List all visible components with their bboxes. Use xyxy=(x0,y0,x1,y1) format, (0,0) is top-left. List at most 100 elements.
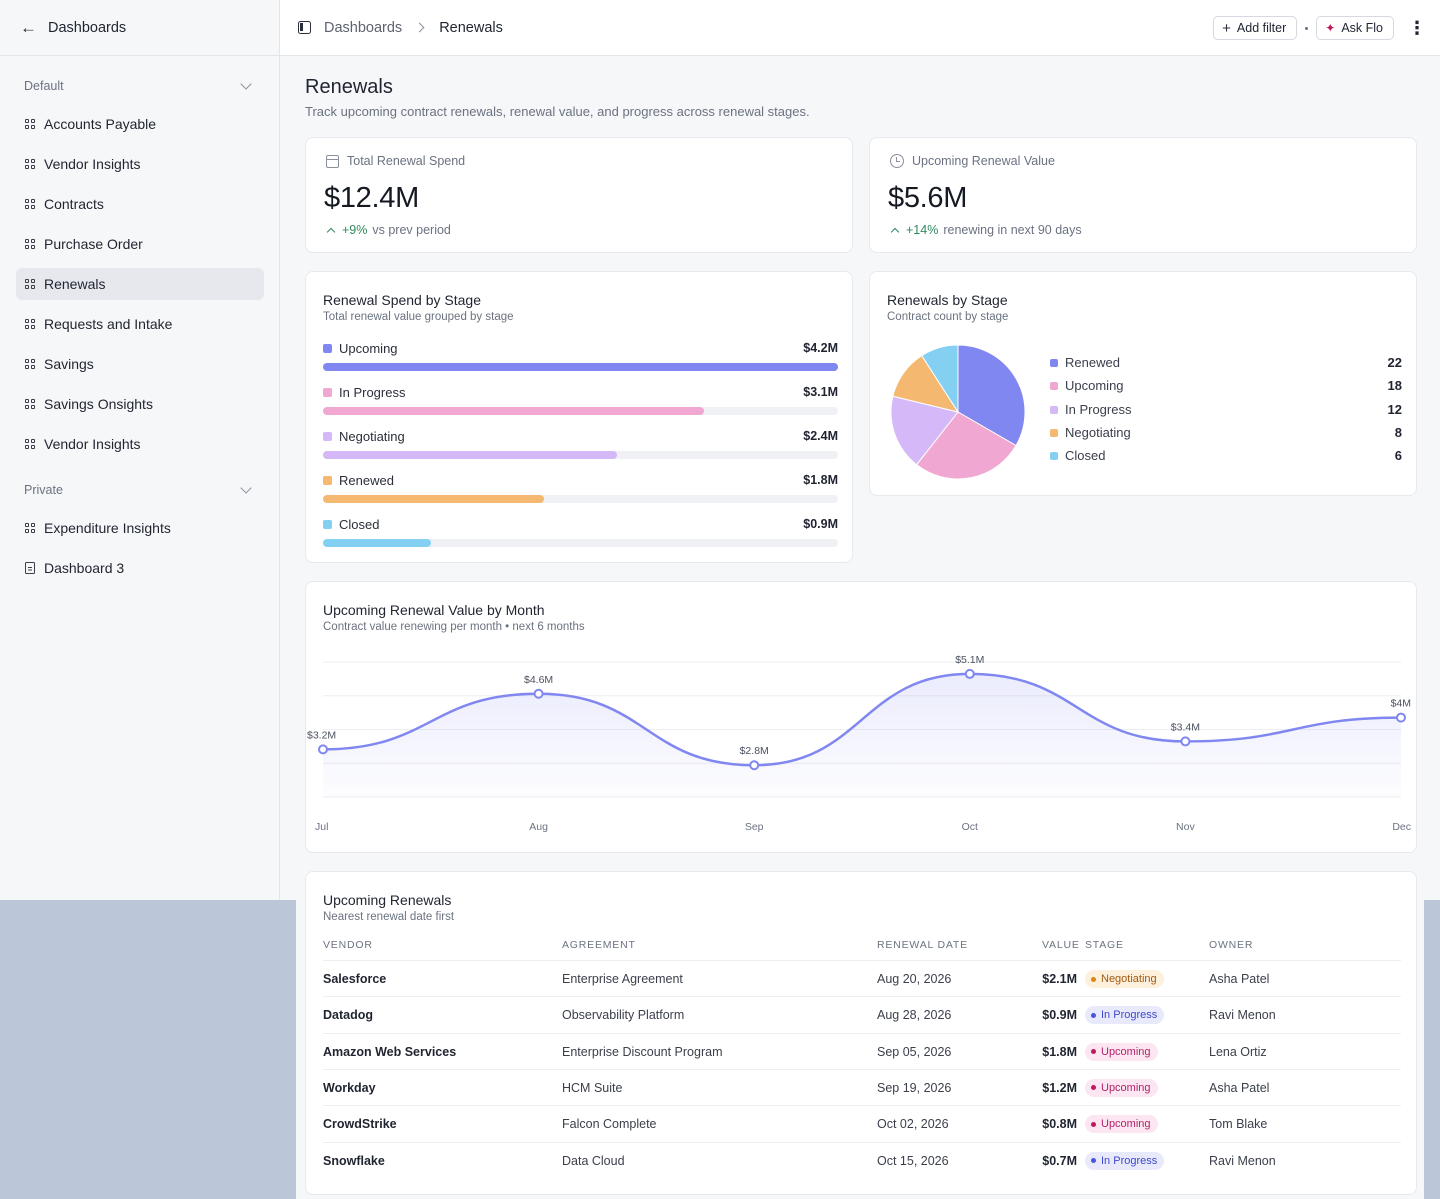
chevron-right-icon xyxy=(414,22,425,33)
kpi-label: Total Renewal Spend xyxy=(347,154,466,168)
value-cell: $2.1M xyxy=(1042,972,1077,986)
bar-row: Closed $0.9M xyxy=(323,517,838,557)
sidebar-item-savings[interactable]: Savings xyxy=(16,348,264,380)
area-chart: $3.2M Jul $4.6M Aug $2.8M Sep $5.1M Oct $3.4M Nov… xyxy=(307,654,1411,833)
stage-badge: In Progress xyxy=(1085,1151,1165,1170)
sidebar-item-contracts[interactable]: Contracts xyxy=(16,188,264,220)
sidebar-item-label: Contracts xyxy=(44,196,104,212)
data-point xyxy=(1396,712,1406,723)
table-row[interactable]: Datadog Observability Platform Aug 28, 202… xyxy=(323,996,1401,1032)
value-cell: $1.2M xyxy=(1042,1080,1077,1095)
data-point xyxy=(533,688,544,699)
value-cell: $0.8M xyxy=(1042,1117,1077,1132)
bar-value-label: $3.1M xyxy=(803,385,838,399)
breadcrumb-dashboards[interactable]: Dashboards xyxy=(324,19,403,36)
agreement-cell: Observability Platform xyxy=(562,1008,685,1023)
data-label: $3.2M xyxy=(307,729,336,741)
bar-track xyxy=(323,363,838,371)
column-header-vendor[interactable]: VENDOR xyxy=(323,939,373,951)
kpi-delta-text: renewing in next 90 days xyxy=(943,223,1082,237)
stage-label: Negotiating xyxy=(1101,973,1157,985)
chart-subtitle: Total renewal value grouped by stage xyxy=(323,311,514,323)
column-header-owner[interactable]: OWNER xyxy=(1209,939,1254,951)
column-header-value[interactable]: VALUE xyxy=(1042,939,1080,951)
table-subtitle: Nearest renewal date first xyxy=(323,911,455,923)
stage-label: Upcoming xyxy=(1101,1081,1151,1094)
add-filter-label: Add filter xyxy=(1236,21,1287,35)
top-actions: + Add filter ✦ Ask Flo ⋮ xyxy=(1213,16,1426,40)
renewal-date-cell: Sep 05, 2026 xyxy=(877,1044,952,1059)
sidebar-section-1[interactable]: Private xyxy=(0,480,280,500)
dashboard-grid-icon xyxy=(25,238,36,250)
table-row[interactable]: Salesforce Enterprise Agreement Aug 20, 20… xyxy=(323,960,1401,996)
chevron-down-icon[interactable] xyxy=(240,78,252,90)
column-header-agreement[interactable]: AGREEMENT xyxy=(562,939,636,951)
renewals-by-stage-card: Renewals by Stage Contract count by stag… xyxy=(869,271,1417,496)
kpi-delta-text: vs prev period xyxy=(372,223,451,237)
bar-label: In Progress xyxy=(339,385,406,400)
chart-subtitle: Contract count by stage xyxy=(887,311,1009,323)
sidebar-section-label: Private xyxy=(24,483,63,497)
arrow-up-icon xyxy=(326,227,336,236)
stage-label: Upcoming xyxy=(1101,1045,1151,1058)
bar xyxy=(323,539,432,547)
sidebar-item-dashboard-3[interactable]: Dashboard 3 xyxy=(16,552,264,584)
sidebar-item-purchase-order[interactable]: Purchase Order xyxy=(16,228,264,260)
sidebar-item-expenditure-insights[interactable]: Expenditure Insights xyxy=(16,512,264,544)
column-header-stage[interactable]: STAGE xyxy=(1085,939,1124,951)
value-cell: $1.8M xyxy=(1042,1044,1077,1059)
value-cell: $0.9M xyxy=(1042,1008,1077,1023)
table-row[interactable]: Workday HCM Suite Sep 19, 2026 $1.2M Upcomin… xyxy=(323,1068,1401,1105)
bar-row: Upcoming $4.2M xyxy=(323,341,838,381)
legend-value: 22 xyxy=(1387,355,1402,370)
data-point xyxy=(964,668,975,679)
back-arrow-icon[interactable]: ← xyxy=(20,17,37,37)
owner-cell: Tom Blake xyxy=(1209,1117,1268,1132)
toggle-sidebar-icon[interactable] xyxy=(298,21,311,34)
sidebar-item-vendor-insights[interactable]: Vendor Insights xyxy=(16,148,264,180)
sidebar-item-label: Requests and Intake xyxy=(44,316,173,332)
legend-swatch xyxy=(1050,405,1058,414)
table-row[interactable]: CrowdStrike Falcon Complete Oct 02, 2026 $0… xyxy=(323,1105,1401,1141)
table-row[interactable]: Snowflake Data Cloud Oct 15, 2026 $0.7M In P… xyxy=(323,1141,1401,1178)
sidebar-item-requests-and-intake[interactable]: Requests and Intake xyxy=(16,308,264,340)
x-tick-label: Sep xyxy=(745,821,764,833)
stage-label: In Progress xyxy=(1101,1009,1158,1022)
kpi-delta: +14% xyxy=(906,223,939,237)
vendor-cell: Amazon Web Services xyxy=(323,1044,457,1059)
sidebar-item-renewals[interactable]: Renewals xyxy=(16,268,264,300)
renewal-date-cell: Sep 19, 2026 xyxy=(877,1080,952,1095)
bar-label: Upcoming xyxy=(339,341,398,356)
table-row[interactable]: Amazon Web Services Enterprise Discount P… xyxy=(323,1032,1401,1069)
x-tick-label: Oct xyxy=(962,821,978,833)
status-dot xyxy=(1091,1012,1096,1018)
dashboard-grid-icon xyxy=(25,358,36,370)
sidebar-item-savings-onsights[interactable]: Savings Onsights xyxy=(16,388,264,420)
stage-badge: Upcoming xyxy=(1085,1115,1158,1134)
legend-label: Renewed xyxy=(1065,355,1120,370)
legend-value: 6 xyxy=(1394,448,1402,464)
dashboard-grid-icon xyxy=(25,318,36,330)
bar-value-label: $0.9M xyxy=(803,517,838,531)
more-options-icon[interactable]: ⋮ xyxy=(1408,18,1426,38)
agreement-cell: Enterprise Agreement xyxy=(562,972,683,986)
legend-label: Negotiating xyxy=(1065,424,1131,440)
sparkle-icon: ✦ xyxy=(1325,21,1336,35)
add-filter-button[interactable]: + Add filter xyxy=(1213,16,1298,40)
chart-title: Upcoming Renewal Value by Month xyxy=(323,602,545,618)
renewal-spend-by-stage-card: Renewal Spend by Stage Total renewal val… xyxy=(305,271,853,563)
ask-flo-button[interactable]: ✦ Ask Flo xyxy=(1316,16,1394,40)
sidebar-section-0[interactable]: Default xyxy=(0,76,280,96)
dashboard-grid-icon xyxy=(25,118,36,130)
sidebar-item-vendor-insights[interactable]: Vendor Insights xyxy=(16,428,264,460)
column-header-renewal-date[interactable]: RENEWAL DATE xyxy=(877,939,968,951)
status-dot xyxy=(1091,1158,1096,1163)
sidebar-item-accounts-payable[interactable]: Accounts Payable xyxy=(16,108,264,140)
owner-cell: Ravi Menon xyxy=(1209,1008,1276,1023)
bar xyxy=(323,495,545,503)
chevron-down-icon[interactable] xyxy=(240,482,252,494)
sidebar-item-label: Vendor Insights xyxy=(44,156,141,172)
vendor-cell: Snowflake xyxy=(323,1153,385,1168)
legend-item: Upcoming 18 xyxy=(1050,378,1402,398)
agreement-cell: Data Cloud xyxy=(562,1153,625,1168)
